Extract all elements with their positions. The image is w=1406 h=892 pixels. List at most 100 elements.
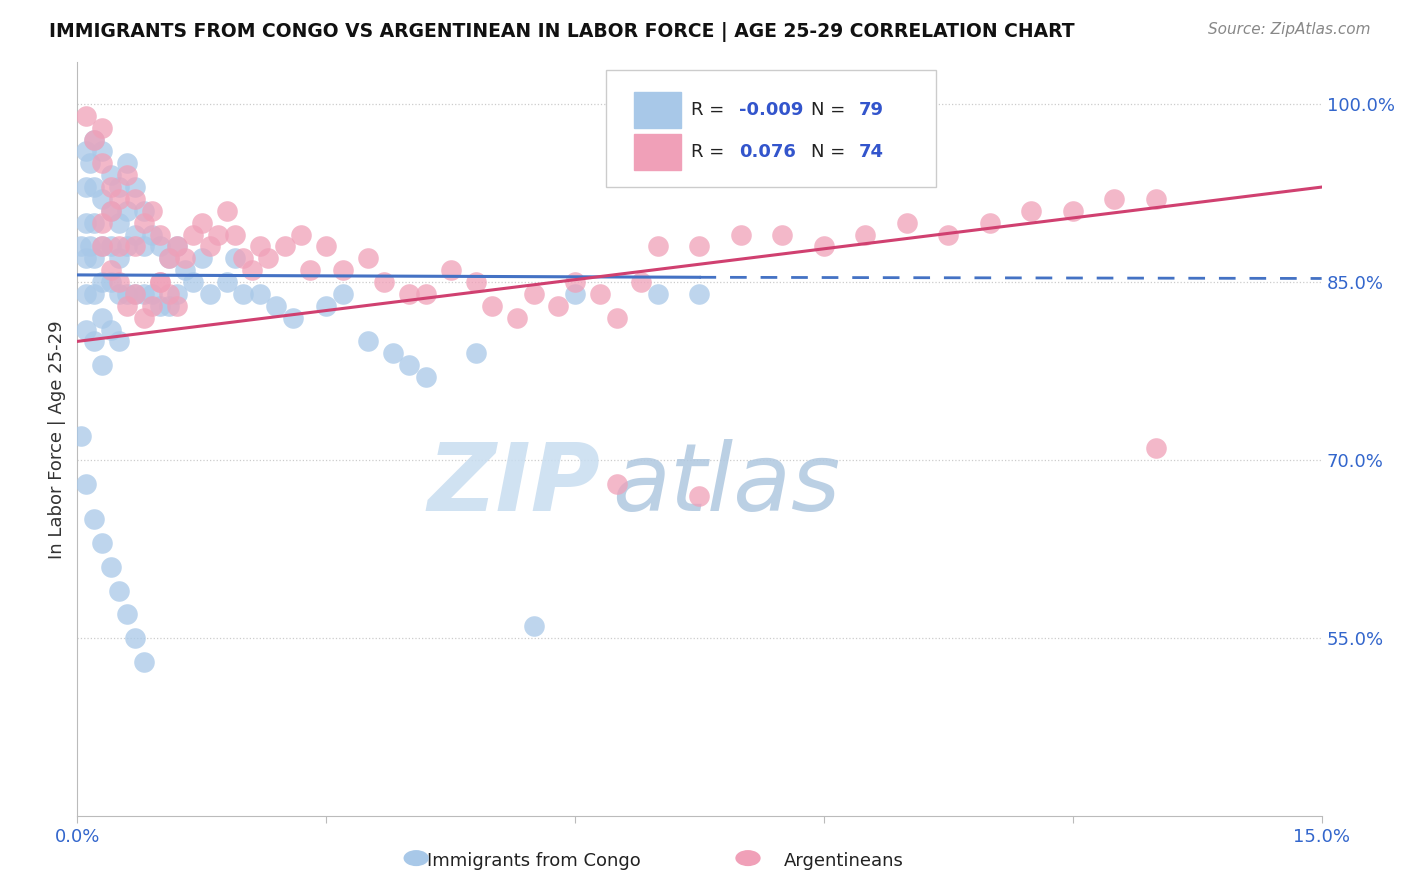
Point: [564, 275, 586, 289]
Point: [149, 227, 172, 242]
Point: [75, 216, 97, 230]
Point: [1144, 441, 1167, 455]
Point: [166, 239, 188, 253]
Point: [91, 156, 114, 170]
Point: [83, 334, 105, 349]
Point: [207, 227, 229, 242]
Text: 79: 79: [859, 101, 884, 119]
Point: [157, 252, 180, 266]
Point: [689, 286, 711, 301]
Point: [381, 346, 404, 360]
Point: [240, 263, 263, 277]
Point: [108, 192, 131, 206]
Point: [75, 109, 97, 123]
Point: [730, 227, 752, 242]
Point: [157, 252, 180, 266]
Point: [149, 275, 172, 289]
Point: [224, 252, 246, 266]
Point: [91, 120, 114, 135]
Point: [108, 275, 131, 289]
Point: [166, 239, 188, 253]
Point: [108, 180, 131, 194]
Point: [75, 145, 97, 159]
Point: [606, 476, 628, 491]
Point: [75, 252, 97, 266]
Point: [100, 239, 122, 253]
Point: [979, 216, 1001, 230]
Point: [100, 203, 122, 218]
Text: R =: R =: [690, 143, 730, 161]
Point: [141, 227, 163, 242]
Point: [91, 239, 114, 253]
Point: [124, 180, 146, 194]
Point: [249, 239, 271, 253]
Point: [215, 275, 238, 289]
Point: [157, 299, 180, 313]
Point: [70, 239, 93, 253]
Point: [83, 132, 105, 146]
Point: [115, 299, 138, 313]
Point: [647, 286, 669, 301]
Point: [274, 239, 297, 253]
Point: [266, 299, 288, 313]
Point: [373, 275, 395, 289]
Text: Source: ZipAtlas.com: Source: ZipAtlas.com: [1208, 22, 1371, 37]
Point: [75, 476, 97, 491]
Point: [75, 180, 97, 194]
Point: [91, 239, 114, 253]
Point: [115, 156, 138, 170]
Point: [215, 203, 238, 218]
Point: [108, 239, 131, 253]
Point: [772, 227, 794, 242]
Point: [232, 252, 254, 266]
Point: [332, 286, 354, 301]
Point: [124, 227, 146, 242]
Point: [115, 168, 138, 182]
Point: [481, 299, 503, 313]
Point: [132, 216, 155, 230]
Point: [689, 239, 711, 253]
Text: -0.009: -0.009: [740, 101, 804, 119]
Point: [91, 192, 114, 206]
Point: [83, 216, 105, 230]
Point: [174, 263, 197, 277]
Point: [606, 310, 628, 325]
Point: [83, 252, 105, 266]
Point: [115, 203, 138, 218]
Point: [523, 619, 546, 633]
Point: [1104, 192, 1126, 206]
Point: [257, 252, 280, 266]
Point: [357, 334, 380, 349]
Point: [440, 263, 463, 277]
Point: [547, 299, 569, 313]
Text: N =: N =: [811, 143, 852, 161]
Point: [108, 583, 131, 598]
Point: [75, 286, 97, 301]
Point: [298, 263, 321, 277]
Point: [91, 358, 114, 372]
Point: [357, 252, 380, 266]
FancyBboxPatch shape: [634, 134, 681, 170]
Point: [315, 299, 337, 313]
Point: [1021, 203, 1043, 218]
Text: R =: R =: [690, 101, 730, 119]
Point: [415, 286, 437, 301]
FancyBboxPatch shape: [606, 70, 936, 186]
Point: [191, 252, 214, 266]
Point: [124, 286, 146, 301]
Text: N =: N =: [811, 101, 852, 119]
Point: [108, 334, 131, 349]
Point: [132, 655, 155, 669]
Point: [115, 286, 138, 301]
Point: [91, 536, 114, 550]
Point: [398, 286, 420, 301]
Text: 0.076: 0.076: [740, 143, 796, 161]
Point: [141, 286, 163, 301]
Point: [183, 275, 205, 289]
Point: [100, 275, 122, 289]
Point: [315, 239, 337, 253]
Point: [464, 346, 486, 360]
Point: [224, 227, 246, 242]
Point: [149, 299, 172, 313]
Point: [464, 275, 486, 289]
